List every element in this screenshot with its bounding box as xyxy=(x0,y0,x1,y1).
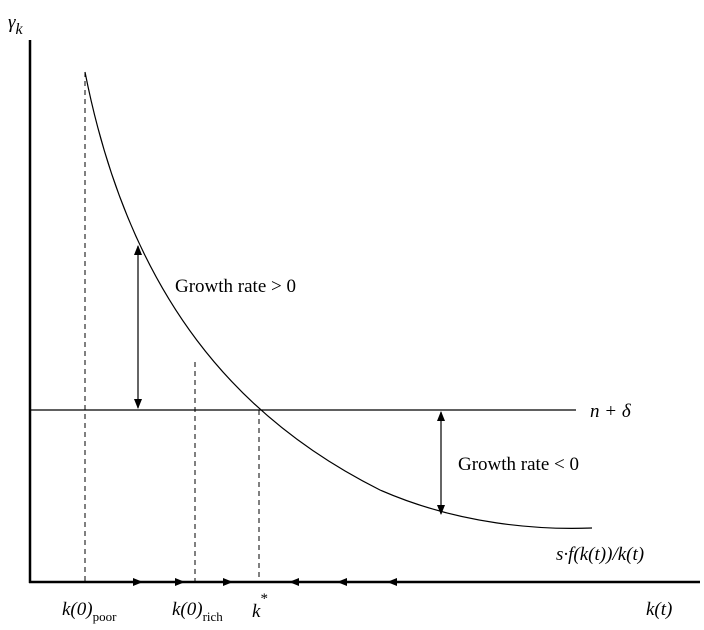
point-base: k(0) xyxy=(62,599,93,620)
curve-label: s·f(k(t))/k(t) xyxy=(556,544,644,565)
annotation: Growth rate > 0 xyxy=(175,276,296,297)
point-label: k(0)rich xyxy=(172,599,223,624)
point-label: k* xyxy=(252,591,268,622)
point-superscript: * xyxy=(260,591,268,607)
point-label: k(0)poor xyxy=(62,599,117,624)
y-subscript: k xyxy=(16,21,24,38)
x-label: k(t) xyxy=(646,599,672,620)
annotation: Growth rate < 0 xyxy=(458,454,579,475)
point-subscript: rich xyxy=(203,609,224,624)
point-subscript: poor xyxy=(93,609,118,624)
point-base: k(0) xyxy=(172,599,203,620)
y-label: γk xyxy=(8,12,24,38)
diagram: γk Growth rate > 0 Growth rate < 0 n + δ… xyxy=(0,0,704,630)
line-label: n + δ xyxy=(590,401,632,422)
